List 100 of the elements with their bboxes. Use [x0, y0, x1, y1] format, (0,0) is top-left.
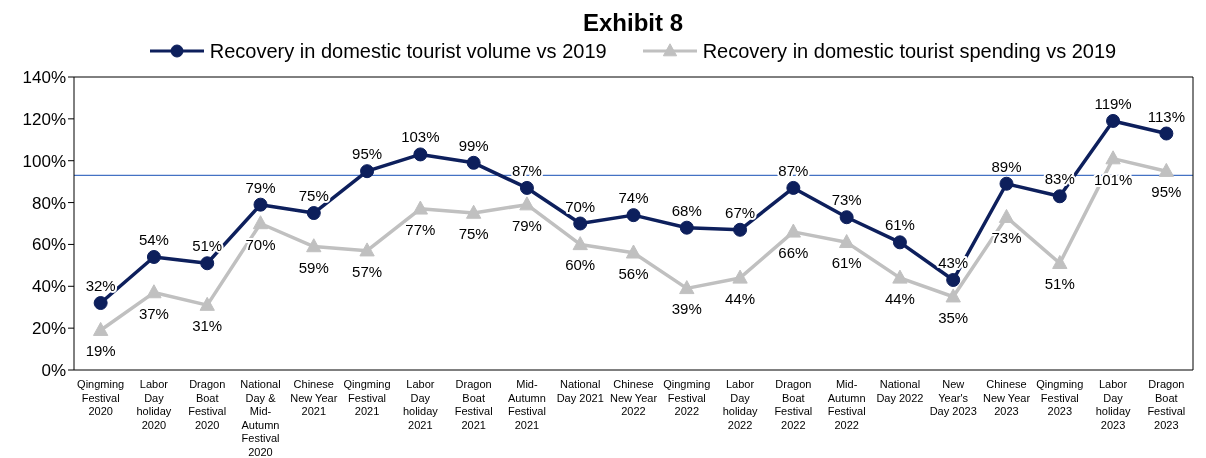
- point: [838, 234, 855, 249]
- data-label: 66%: [778, 243, 809, 261]
- y-tick-label: 60%: [31, 235, 66, 255]
- y-tick-label: 100%: [22, 151, 66, 171]
- point: [946, 273, 961, 288]
- legend-label: Recovery in domestic tourist spending vs 2019: [702, 39, 1117, 63]
- point: [199, 296, 215, 311]
- point: [679, 220, 694, 235]
- point: [839, 210, 854, 225]
- point: [359, 242, 375, 257]
- point: [892, 269, 908, 284]
- data-label: 119%: [1094, 94, 1132, 112]
- x-tick-label: Dragon Boat Festival 2020: [188, 378, 227, 431]
- y-tick-label: 80%: [31, 193, 66, 213]
- x-tick-label: Dragon Boat Festival 2021: [454, 378, 493, 431]
- point: [413, 147, 428, 162]
- data-label: 44%: [884, 289, 915, 307]
- x-tick-label: Qingming Festival 2021: [343, 378, 391, 417]
- point: [93, 296, 108, 311]
- x-tick-label: Chinese New Year 2022: [609, 378, 658, 417]
- point: [92, 321, 109, 336]
- x-tick-label: Labor Day holiday 2020: [136, 378, 172, 431]
- point: [465, 204, 482, 219]
- data-label: 75%: [298, 187, 329, 205]
- data-label: 57%: [352, 262, 383, 280]
- x-tick-label: New Year's Day 2023: [929, 378, 977, 417]
- point: [1158, 162, 1175, 177]
- point: [785, 223, 802, 238]
- point: [999, 176, 1014, 191]
- point: [1052, 189, 1067, 204]
- data-label: 77%: [405, 220, 436, 238]
- point: [146, 249, 161, 264]
- x-tick-label: Dragon Boat Festival 2022: [774, 378, 813, 431]
- y-tick-label: 40%: [31, 277, 66, 297]
- point: [252, 215, 269, 230]
- point: [466, 155, 481, 170]
- x-tick-label: Labor Day holiday 2023: [1095, 378, 1131, 431]
- data-label: 59%: [298, 258, 329, 276]
- point: [200, 256, 215, 271]
- point: [892, 235, 907, 250]
- data-label: 56%: [618, 264, 649, 282]
- point: [519, 180, 534, 195]
- data-label: 87%: [778, 161, 809, 179]
- data-label: 70%: [245, 235, 276, 253]
- data-label: 19%: [85, 342, 116, 360]
- y-tick-label: 140%: [22, 68, 66, 88]
- point: [573, 216, 588, 231]
- data-label: 73%: [991, 229, 1022, 247]
- chart-title: Exhibit 8: [582, 8, 684, 38]
- x-tick-label: Labor Day holiday 2022: [722, 378, 758, 431]
- x-tick-label: National Day & Mid-Autumn Festival 2020: [240, 378, 281, 458]
- point: [1106, 113, 1121, 128]
- data-label: 61%: [831, 254, 862, 272]
- data-label: 79%: [245, 178, 276, 196]
- data-label: 70%: [565, 197, 596, 215]
- data-label: 67%: [725, 203, 756, 221]
- point: [146, 284, 162, 299]
- data-label: 68%: [671, 201, 702, 219]
- data-label: 35%: [938, 308, 969, 326]
- data-label: 73%: [831, 191, 862, 209]
- x-tick-label: National Day 2022: [876, 378, 924, 404]
- legend-label: Recovery in domestic tourist volume vs 2019: [209, 39, 607, 63]
- point: [1159, 126, 1174, 141]
- x-tick-label: Chinese New Year 2023: [982, 378, 1031, 417]
- point: [786, 180, 801, 195]
- data-label: 74%: [618, 189, 649, 207]
- x-tick-label: Chinese New Year 2021: [290, 378, 338, 417]
- x-tick-label: Dragon Boat Festival 2023: [1147, 378, 1186, 431]
- point: [732, 269, 748, 284]
- data-label: 54%: [138, 230, 169, 248]
- data-label: 95%: [352, 145, 383, 163]
- data-label: 89%: [991, 157, 1022, 175]
- x-tick-label: Mid-Autumn Festival 2021: [507, 378, 546, 431]
- point: [1105, 150, 1121, 165]
- x-tick-label: Labor Day holiday 2021: [402, 378, 439, 431]
- point: [679, 280, 695, 295]
- y-tick-label: 120%: [22, 109, 66, 129]
- point: [412, 200, 429, 215]
- data-label: 95%: [1151, 183, 1182, 201]
- data-label: 79%: [511, 216, 542, 234]
- data-label: 51%: [192, 237, 223, 255]
- data-label: 51%: [1044, 275, 1075, 293]
- point: [572, 236, 588, 251]
- data-label: 61%: [884, 216, 915, 234]
- data-label: 101%: [1093, 170, 1133, 188]
- point: [625, 244, 642, 259]
- point: [1052, 254, 1068, 269]
- x-tick-label: Qingming Festival 2022: [663, 378, 711, 417]
- data-label: 32%: [85, 277, 116, 295]
- data-label: 39%: [671, 300, 702, 318]
- point: [626, 208, 641, 223]
- data-label: 44%: [725, 289, 756, 307]
- data-label: 99%: [458, 136, 489, 154]
- data-label: 31%: [192, 317, 223, 335]
- data-label: 60%: [565, 256, 596, 274]
- y-tick-label: 20%: [31, 319, 66, 339]
- x-tick-label: Mid-Autumn Festival 2022: [827, 378, 866, 431]
- x-tick-label: Qingming Festival 2023: [1036, 378, 1084, 417]
- data-label: 75%: [458, 225, 489, 243]
- x-tick-label: Qingming Festival 2020: [77, 378, 125, 417]
